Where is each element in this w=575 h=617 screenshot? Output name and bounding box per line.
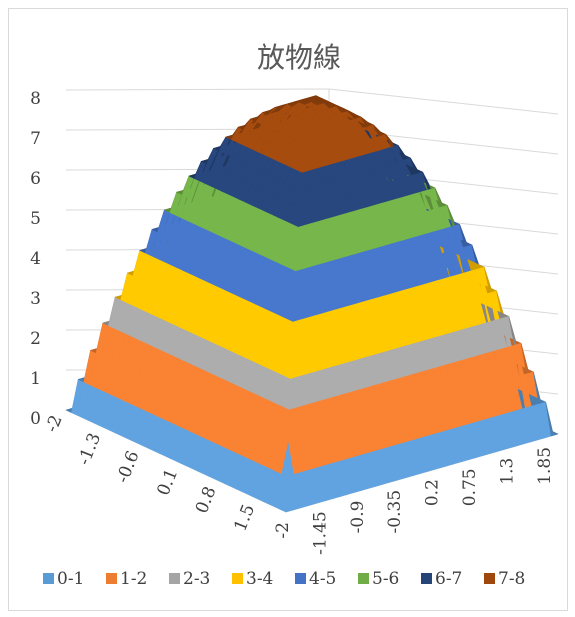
surface-chart: 放物線 0 1 2 3 4 5 6 7 8 -2 -1.3 -0.6 0.1 0.8 1.5 -2 -1.4… bbox=[30, 41, 559, 589]
y-tick-label: -0.35 bbox=[385, 490, 405, 534]
legend-swatch bbox=[106, 573, 117, 584]
y-tick-label: 0.75 bbox=[460, 468, 480, 506]
x-tick-label: 0.1 bbox=[153, 466, 182, 499]
legend-swatch bbox=[358, 573, 369, 584]
z-tick-label: 5 bbox=[30, 209, 41, 229]
surface-plot bbox=[65, 95, 559, 513]
x-tick-label: -0.6 bbox=[113, 448, 144, 486]
chart-area: 放物線 0 1 2 3 4 5 6 7 8 -2 -1.3 -0.6 0.1 0.8 1.5 -2 -1.4… bbox=[8, 8, 568, 611]
legend-item: 3-4 bbox=[232, 569, 273, 589]
z-tick-label: 2 bbox=[30, 329, 41, 349]
legend-label: 7-8 bbox=[498, 569, 525, 589]
legend-label: 2-3 bbox=[183, 569, 210, 589]
y-axis-labels: -2 -1.45 -0.9 -0.35 0.2 0.75 1.3 1.85 bbox=[273, 447, 555, 555]
y-tick-label: 1.3 bbox=[497, 458, 517, 485]
z-tick-label: 8 bbox=[30, 89, 41, 109]
x-tick-label: 0.8 bbox=[192, 484, 221, 517]
legend-label: 0-1 bbox=[57, 569, 84, 589]
legend-item: 7-8 bbox=[484, 569, 525, 589]
legend-item: 5-6 bbox=[358, 569, 399, 589]
legend-label: 5-6 bbox=[372, 569, 399, 589]
surface-facet bbox=[545, 401, 559, 437]
y-tick-label: -1.45 bbox=[310, 511, 330, 555]
chart-title: 放物線 bbox=[257, 41, 341, 74]
z-tick-label: 6 bbox=[30, 169, 41, 189]
legend-swatch bbox=[421, 573, 432, 584]
z-tick-label: 4 bbox=[30, 249, 41, 269]
y-tick-label: -2 bbox=[273, 522, 293, 539]
legend-item: 0-1 bbox=[43, 569, 84, 589]
legend: 0-1 1-2 2-3 3-4 4-5 5-6 6-7 7-8 bbox=[43, 569, 525, 589]
legend-label: 1-2 bbox=[120, 569, 147, 589]
legend-swatch bbox=[169, 573, 180, 584]
z-tick-label: 1 bbox=[30, 369, 41, 389]
legend-swatch bbox=[43, 573, 54, 584]
z-tick-label: 3 bbox=[30, 289, 41, 309]
legend-label: 4-5 bbox=[309, 569, 336, 589]
legend-label: 3-4 bbox=[246, 569, 273, 589]
x-tick-label: -2 bbox=[42, 412, 67, 435]
x-tick-label: 1.5 bbox=[230, 502, 259, 535]
legend-swatch bbox=[484, 573, 495, 584]
legend-item: 4-5 bbox=[295, 569, 336, 589]
legend-item: 2-3 bbox=[169, 569, 210, 589]
z-tick-label: 7 bbox=[30, 129, 41, 149]
y-tick-label: -0.9 bbox=[348, 501, 368, 534]
y-tick-label: 1.85 bbox=[535, 447, 555, 485]
legend-swatch bbox=[295, 573, 306, 584]
y-tick-label: 0.2 bbox=[423, 479, 443, 506]
legend-item: 1-2 bbox=[106, 569, 147, 589]
z-axis-labels: 0 1 2 3 4 5 6 7 8 bbox=[30, 89, 41, 429]
x-tick-label: -1.3 bbox=[74, 430, 105, 468]
legend-label: 6-7 bbox=[435, 569, 462, 589]
legend-item: 6-7 bbox=[421, 569, 462, 589]
z-tick-label: 0 bbox=[30, 409, 41, 429]
legend-swatch bbox=[232, 573, 243, 584]
